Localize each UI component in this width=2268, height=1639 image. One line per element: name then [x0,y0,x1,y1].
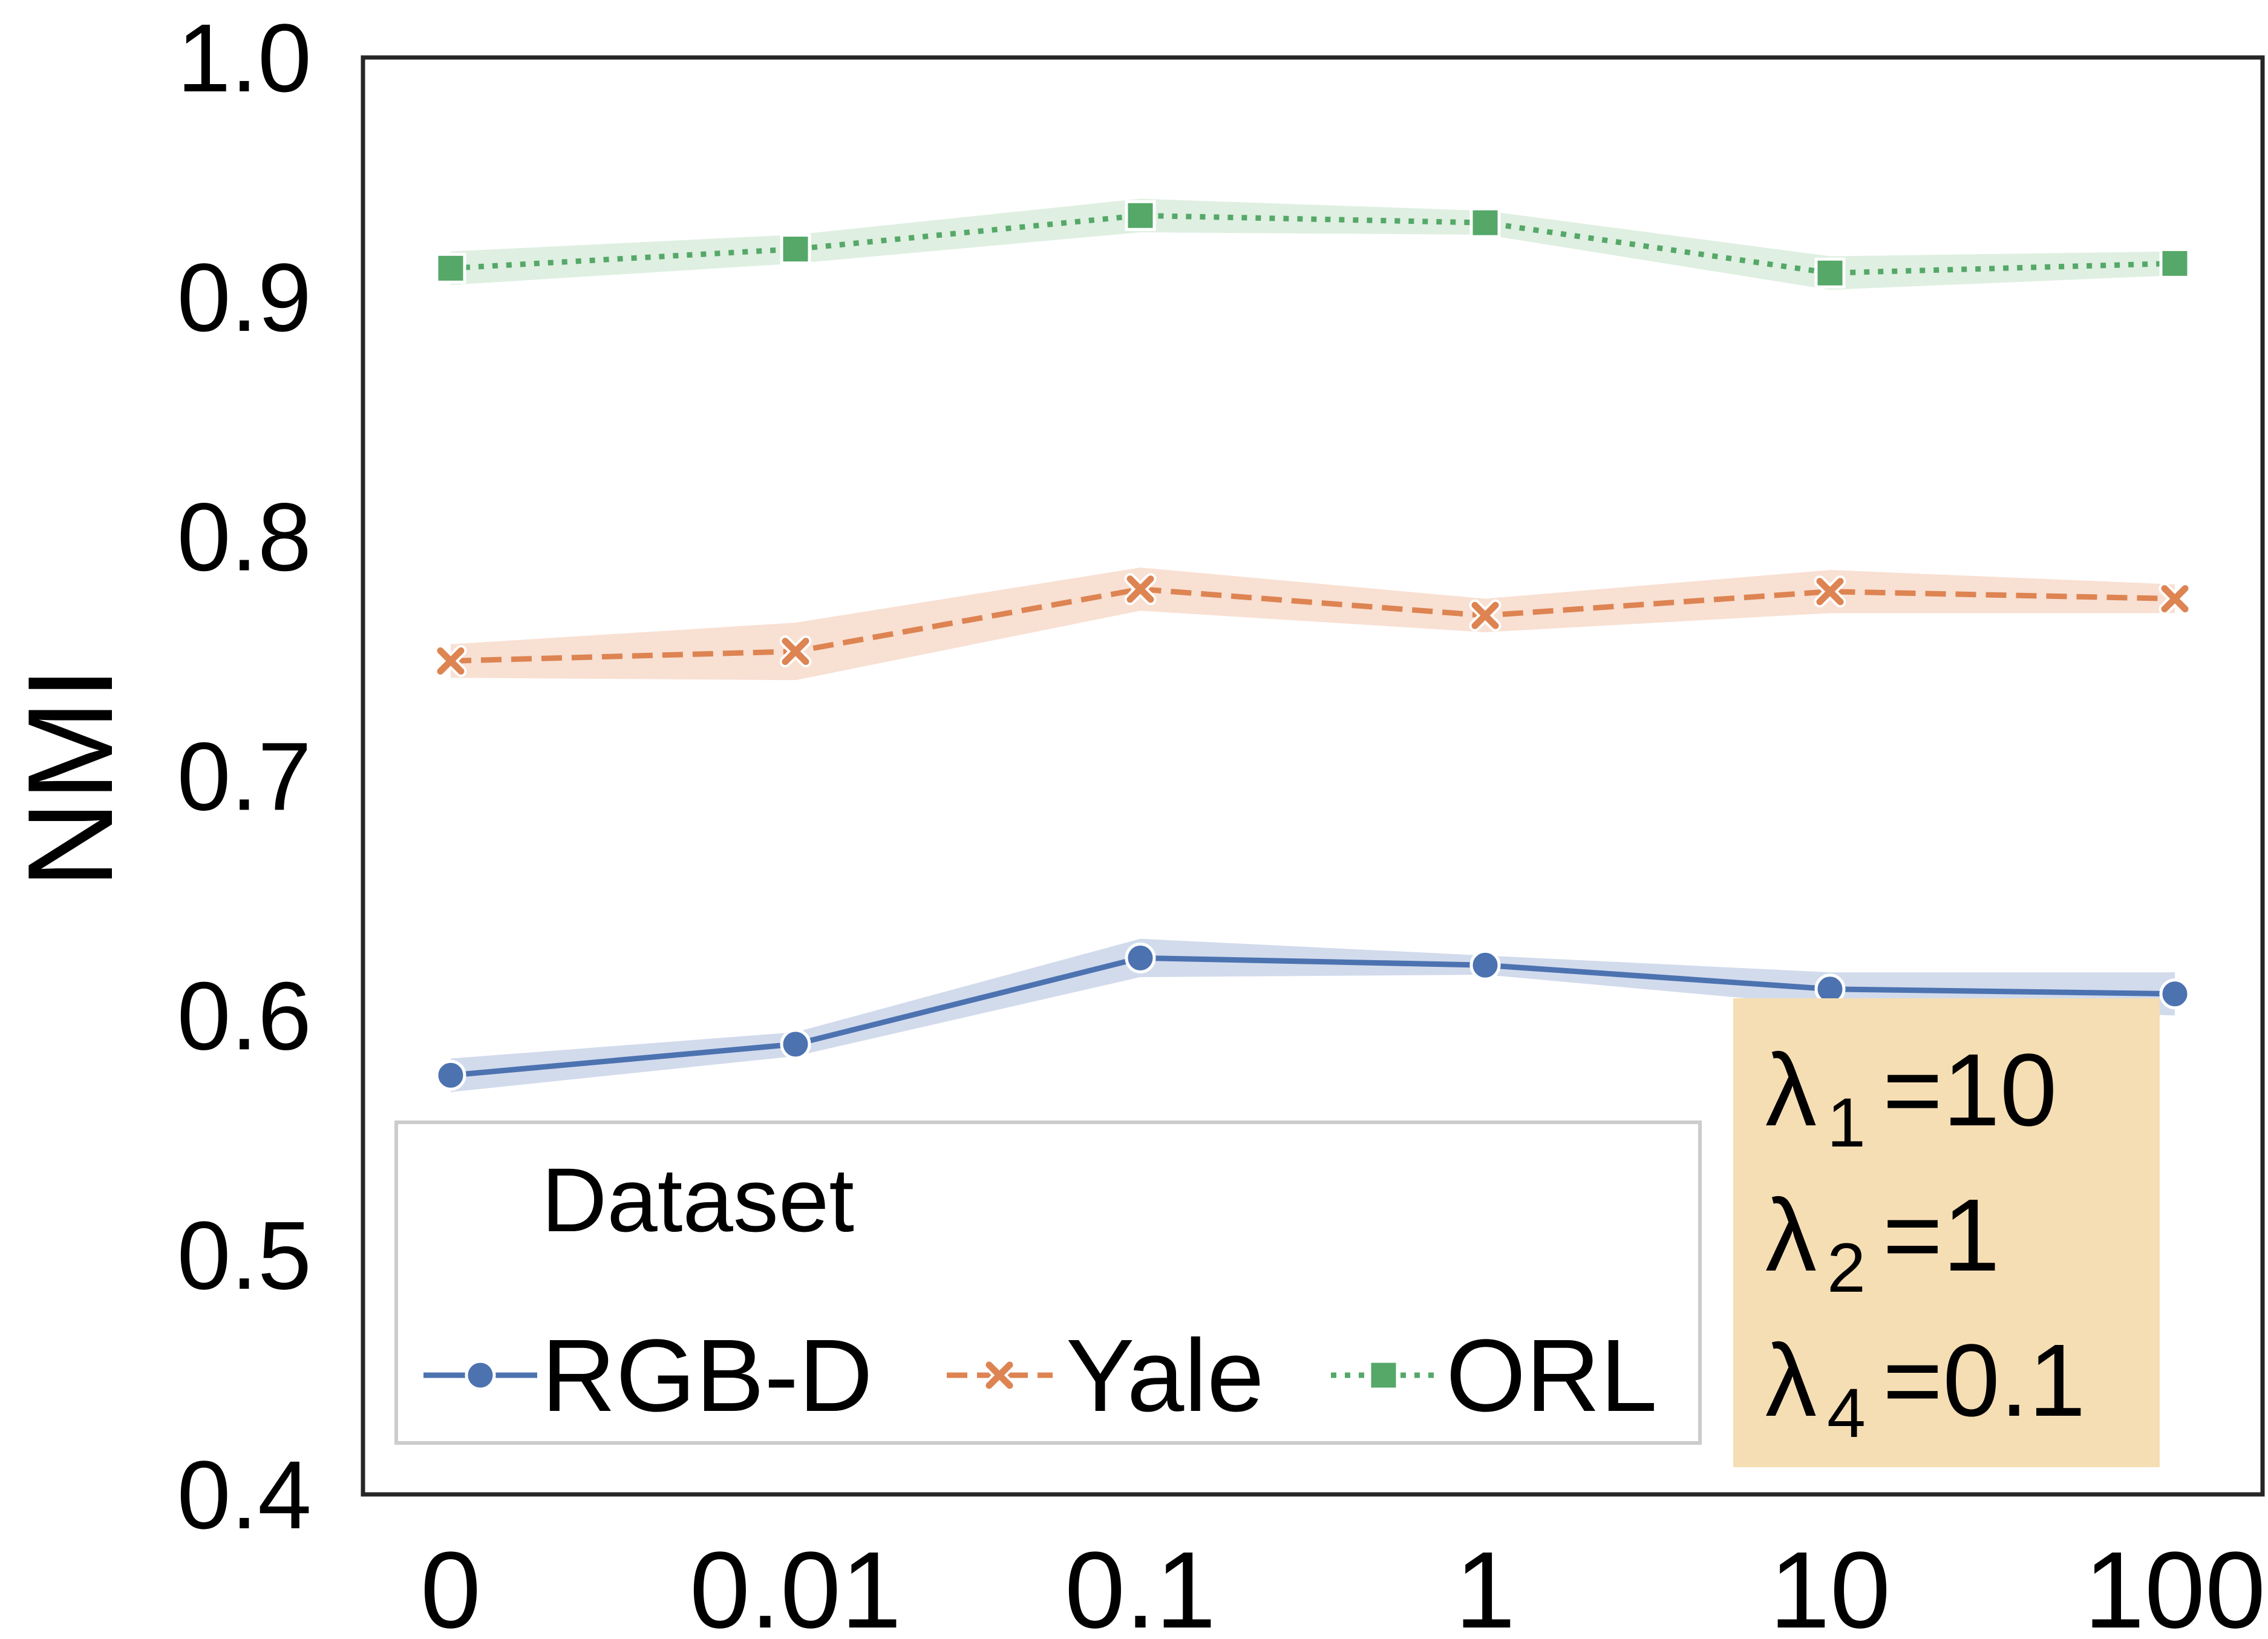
legend-marker-yale [983,1359,1016,1392]
lambda2-subscript: 2 [1827,1229,1866,1307]
parameter-annotation: λ 1 =10 λ 2 =1 λ 4 =0.1 [1733,998,2160,1467]
lambda2-value: =1 [1883,1178,2000,1293]
point-orl [780,234,811,265]
legend-entry-rgbd: RGB-D [423,1318,873,1433]
lambda4-subscript: 4 [1827,1375,1866,1452]
y-tick-label: 0.5 [177,1201,312,1309]
point-orl [2159,247,2191,279]
x-tick-label: 100 [2084,1529,2266,1639]
y-axis-label: NMI [3,667,138,889]
point-yale [1814,575,1846,608]
y-tick-label: 1.0 [177,4,312,112]
point-orl [1469,207,1501,238]
lambda1-symbol: λ [1765,1033,1817,1148]
point-yale [434,645,467,677]
point-orl [1814,257,1846,289]
point-rgbd [780,1029,811,1060]
point-yale [2159,583,2191,615]
band-rgbd [451,938,2175,1092]
point-rgbd [2159,978,2191,1010]
point-orl [1125,200,1156,231]
series-markers [434,200,2191,1091]
legend-label-orl: ORL [1446,1318,1658,1433]
point-orl [435,252,466,284]
point-rgbd [1125,942,1156,973]
x-tick-label: 1 [1455,1529,1515,1639]
line-orl [450,212,2175,276]
lambda4-value: =0.1 [1883,1323,2086,1438]
annotation-background [1733,998,2160,1467]
band-orl [451,198,2175,290]
y-tick-label: 0.8 [177,483,312,591]
point-rgbd [435,1059,466,1091]
legend-label-yale: Yale [1066,1318,1264,1433]
legend-marker-orl [1368,1359,1399,1391]
series-lines [450,212,2175,1078]
y-tick-label: 0.6 [177,961,312,1070]
legend-box [394,1120,1702,1445]
x-tick-label: 10 [1770,1529,1891,1639]
x-tick-label: 0 [420,1529,481,1639]
lambda1-value: =10 [1883,1033,2057,1148]
plot-frame [361,55,2265,1497]
legend-title: Dataset [541,1149,854,1251]
x-tick-label: 0.01 [690,1529,901,1639]
lambda4-annotation: λ 4 =0.1 [1765,1323,2086,1452]
point-yale [779,635,812,668]
line-yale [450,586,2175,664]
legend-label-rgbd: RGB-D [541,1318,873,1433]
y-tick-label: 0.7 [177,722,312,831]
point-yale [1124,573,1157,606]
point-rgbd [1469,949,1501,981]
band-yale [451,568,2175,681]
lambda1-subscript: 1 [1827,1084,1866,1162]
legend-entry-orl: ORL [1331,1318,1658,1433]
lambda2-annotation: λ 2 =1 [1765,1178,2000,1307]
x-tick-label: 0.1 [1065,1529,1216,1639]
legend-entry-yale: Yale [947,1318,1264,1433]
confidence-bands [451,198,2175,1092]
lambda2-symbol: λ [1765,1178,1817,1293]
y-tick-label: 0.9 [177,243,312,352]
y-tick-label: 0.4 [177,1441,312,1549]
line-rgbd [450,955,2175,1078]
y-tick-labels: 1.0 0.9 0.8 0.7 0.6 0.5 0.4 [177,4,312,1549]
x-tick-labels: 0 0.01 0.1 1 10 100 [420,1529,2266,1639]
legend-marker-rgbd [465,1359,496,1391]
legend: Dataset RGB-D Yale ORL [394,1120,1702,1445]
point-yale [1469,599,1502,632]
lambda1-annotation: λ 1 =10 [1765,1033,2057,1162]
lambda4-symbol: λ [1765,1323,1817,1438]
